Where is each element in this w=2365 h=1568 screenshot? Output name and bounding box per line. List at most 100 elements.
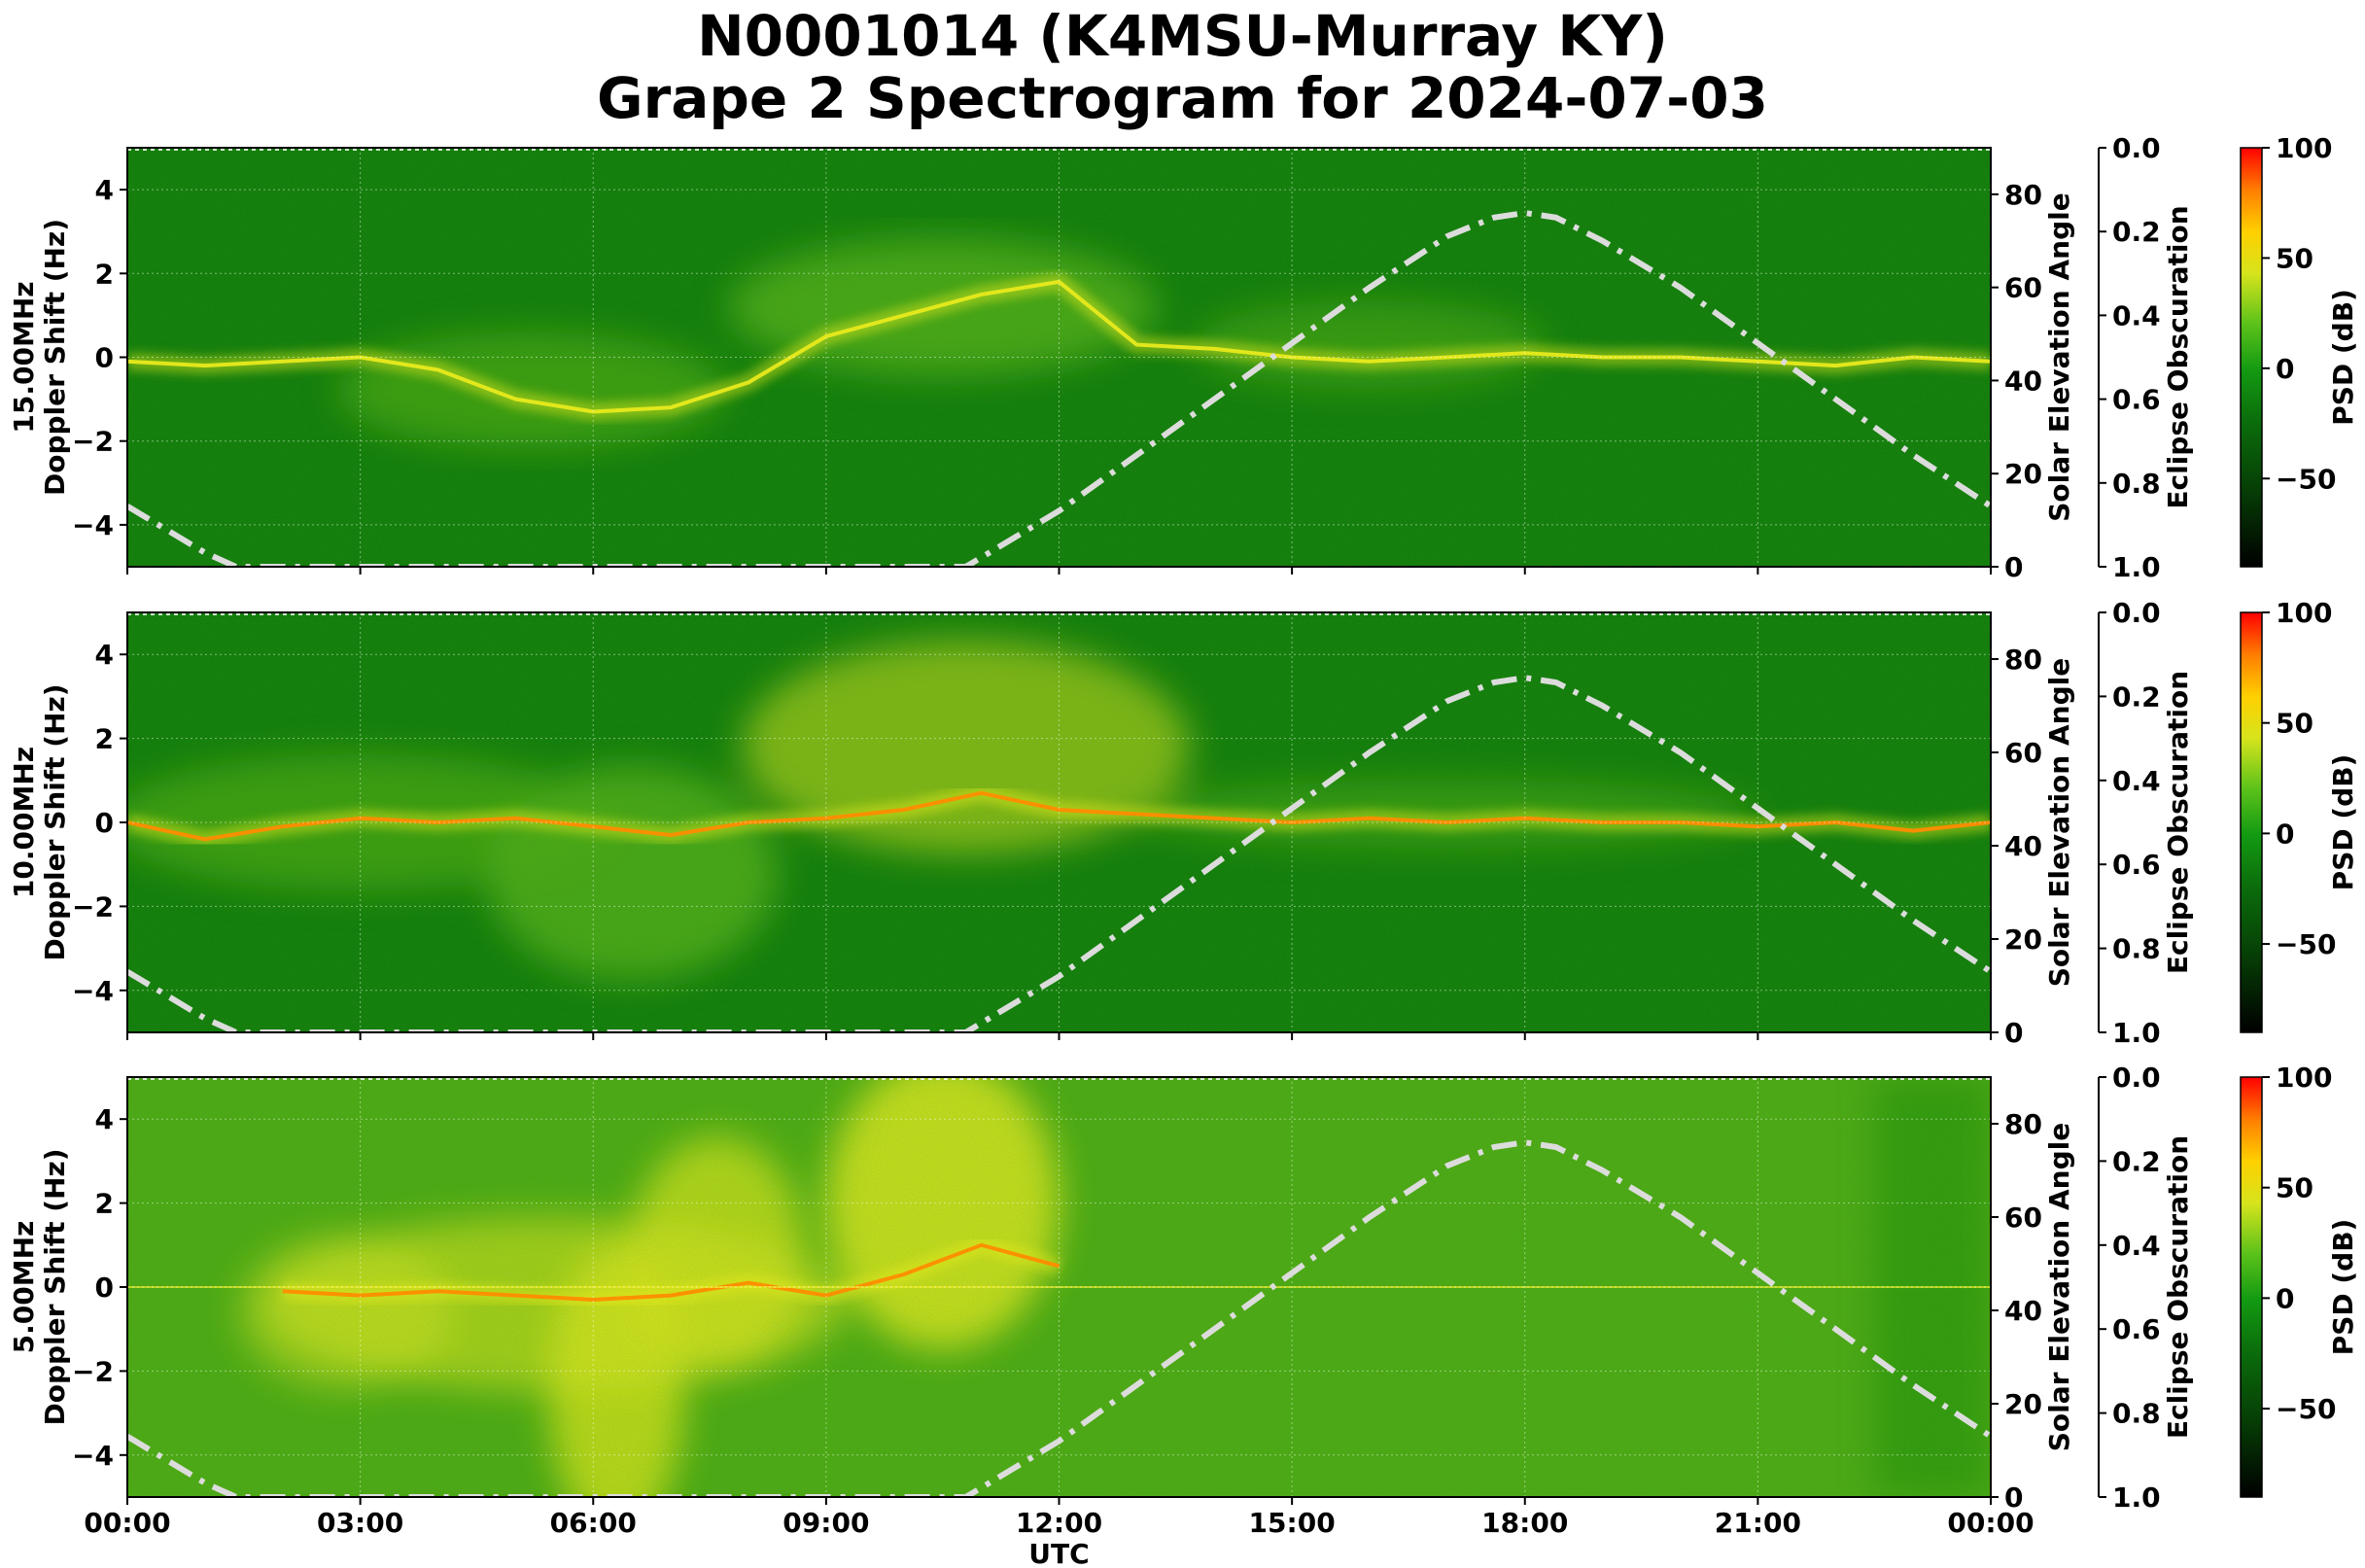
y-tick-label: 2 [95, 1188, 114, 1220]
elevation-tick-label: 60 [2004, 1202, 2042, 1234]
elevation-tick-label: 0 [2004, 1017, 2023, 1049]
y-tick-label: −2 [72, 426, 114, 458]
y-tick-label: 4 [95, 174, 114, 206]
elevation-tick-label: 80 [2004, 1108, 2042, 1140]
y-tick-label: 0 [95, 342, 114, 374]
obscuration-tick-label: 0.4 [2112, 765, 2161, 797]
obscuration-axis-label: Eclipse Obscuration [2162, 205, 2194, 508]
elevation-tick-label: 0 [2004, 1481, 2023, 1514]
colorbar-tick-label: 100 [2276, 132, 2332, 164]
y-tick-label: 4 [95, 639, 114, 671]
elevation-tick-label: 60 [2004, 737, 2042, 769]
y-axis-label: Doppler Shift (Hz) [39, 1148, 71, 1425]
y-tick-label: −2 [72, 890, 114, 923]
y-tick-label: 2 [95, 723, 114, 755]
doppler-trace-group [127, 272, 1991, 421]
doppler-trace-group [127, 1236, 1991, 1309]
doppler-trace [282, 1242, 1061, 1303]
obscuration-tick-label: 0.8 [2112, 933, 2161, 965]
obscuration-tick-label: 0.6 [2112, 384, 2161, 416]
obscuration-tick-label: 1.0 [2112, 1481, 2161, 1514]
obscuration-tick-label: 0.8 [2112, 468, 2161, 500]
colorbar-tick-label: 0 [2276, 1282, 2294, 1314]
elevation-tick-label: 40 [2004, 365, 2042, 397]
colorbar-tick-label: 50 [2276, 1172, 2313, 1204]
obscuration-axis-label: Eclipse Obscuration [2162, 671, 2194, 974]
chart-title-line1: N0001014 (K4MSU-Murray KY) [697, 3, 1668, 69]
solar-elevation-line [127, 209, 1991, 567]
colorbar-tick-label: −50 [2276, 1393, 2336, 1425]
doppler-trace-group [127, 784, 1991, 849]
y-axis-label-frequency: 15.00MHz [8, 281, 40, 433]
elevation-tick-label: 20 [2004, 1388, 2042, 1420]
elevation-tick-label: 80 [2004, 179, 2042, 211]
obscuration-tick-label: 1.0 [2112, 1017, 2161, 1049]
colorbar-tick-label: 50 [2276, 708, 2313, 740]
x-tick-label: 09:00 [783, 1507, 869, 1539]
x-tick-label: 21:00 [1715, 1507, 1801, 1539]
x-tick-label: 03:00 [317, 1507, 403, 1539]
elevation-tick-label: 80 [2004, 644, 2042, 676]
obscuration-tick-label: 0.8 [2112, 1398, 2161, 1430]
colorbar-tick-label: 100 [2276, 1062, 2332, 1094]
colorbar-label: PSD (dB) [2327, 754, 2359, 891]
elevation-tick-label: 20 [2004, 458, 2042, 490]
x-tick-label: 15:00 [1249, 1507, 1336, 1539]
elevation-tick-label: 60 [2004, 272, 2042, 304]
panel-10.00MHz: 420−2−410.00MHz Doppler Shift (Hz)0204060… [8, 597, 2359, 1049]
obscuration-tick-label: 0.6 [2112, 849, 2161, 881]
obscuration-tick-label: 1.0 [2112, 551, 2161, 583]
y-tick-label: 0 [95, 807, 114, 839]
obscuration-axis-label: Eclipse Obscuration [2162, 1135, 2194, 1439]
obscuration-tick-label: 0.6 [2112, 1313, 2161, 1345]
panel-15.00MHz: 420−2−415.00MHz Doppler Shift (Hz)0204060… [8, 132, 2359, 583]
colorbar-label: PSD (dB) [2327, 1219, 2359, 1356]
y-axis-label-frequency: 5.00MHz [8, 1221, 40, 1354]
doppler-trace [127, 279, 1991, 414]
colorbar-tick-label: −50 [2276, 463, 2336, 495]
x-tick-label: 18:00 [1481, 1507, 1568, 1539]
y-axis-label-frequency: 10.00MHz [8, 747, 40, 898]
x-tick-label: 06:00 [550, 1507, 637, 1539]
colorbar-tick-label: 100 [2276, 597, 2332, 629]
y-tick-label: −2 [72, 1355, 114, 1387]
obscuration-tick-label: 0.4 [2112, 299, 2161, 331]
elevation-axis-label: Solar Elevation Angle [2043, 658, 2075, 987]
colorbar [2240, 611, 2263, 1033]
panel-5.00MHz: 420−2−45.00MHz Doppler Shift (Hz)00:00 03:… [8, 1062, 2359, 1568]
colorbar [2240, 1076, 2263, 1498]
x-tick-label: 12:00 [1016, 1507, 1102, 1539]
colorbar-tick-label: −50 [2276, 928, 2336, 960]
y-axis-label: Doppler Shift (Hz) [39, 683, 71, 960]
doppler-trace [127, 790, 1991, 842]
obscuration-tick-label: 0.2 [2112, 216, 2161, 248]
elevation-axis-label: Solar Elevation Angle [2043, 192, 2075, 521]
x-axis-label: UTC [1028, 1538, 1089, 1568]
elevation-tick-label: 0 [2004, 551, 2023, 583]
y-tick-label: −4 [72, 509, 114, 541]
chart-title-line2: Grape 2 Spectrogram for 2024-07-03 [597, 65, 1768, 131]
obscuration-tick-label: 0.0 [2112, 1062, 2161, 1094]
solar-elevation-line [127, 1139, 1991, 1497]
y-tick-label: 0 [95, 1272, 114, 1304]
colorbar [2240, 147, 2263, 568]
solar-elevation-line [127, 675, 1991, 1032]
obscuration-tick-label: 0.0 [2112, 597, 2161, 629]
elevation-tick-label: 20 [2004, 923, 2042, 956]
obscuration-tick-label: 0.2 [2112, 1145, 2161, 1177]
x-tick-label: 00:00 [1947, 1507, 2034, 1539]
elevation-tick-label: 40 [2004, 830, 2042, 862]
elevation-axis-label: Solar Elevation Angle [2043, 1123, 2075, 1451]
obscuration-tick-label: 0.4 [2112, 1230, 2161, 1262]
obscuration-tick-label: 0.0 [2112, 132, 2161, 164]
colorbar-tick-label: 0 [2276, 818, 2294, 850]
colorbar-label: PSD (dB) [2327, 289, 2359, 426]
y-tick-label: 4 [95, 1103, 114, 1135]
plot-layer: 420−2−415.00MHz Doppler Shift (Hz)0204060… [8, 132, 2359, 1568]
y-tick-label: −4 [72, 975, 114, 1007]
colorbar-tick-label: 0 [2276, 353, 2294, 385]
x-tick-label: 00:00 [84, 1507, 170, 1539]
y-tick-label: −4 [72, 1440, 114, 1472]
elevation-tick-label: 40 [2004, 1295, 2042, 1327]
